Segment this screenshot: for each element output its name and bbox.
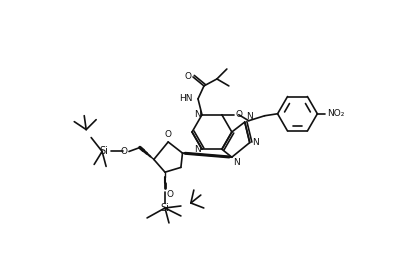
Text: NO₂: NO₂ <box>327 109 345 118</box>
Text: N: N <box>246 112 252 121</box>
Text: O: O <box>121 147 128 156</box>
Text: N: N <box>194 145 201 154</box>
Text: N: N <box>194 110 201 119</box>
Text: O: O <box>167 190 174 199</box>
Text: N: N <box>233 158 240 167</box>
Text: Si: Si <box>99 147 108 156</box>
Text: O: O <box>184 73 191 82</box>
Text: Si: Si <box>160 203 170 213</box>
Text: O: O <box>236 110 243 119</box>
Text: N: N <box>252 138 258 147</box>
Text: O: O <box>165 130 172 139</box>
Text: HN: HN <box>179 94 193 103</box>
